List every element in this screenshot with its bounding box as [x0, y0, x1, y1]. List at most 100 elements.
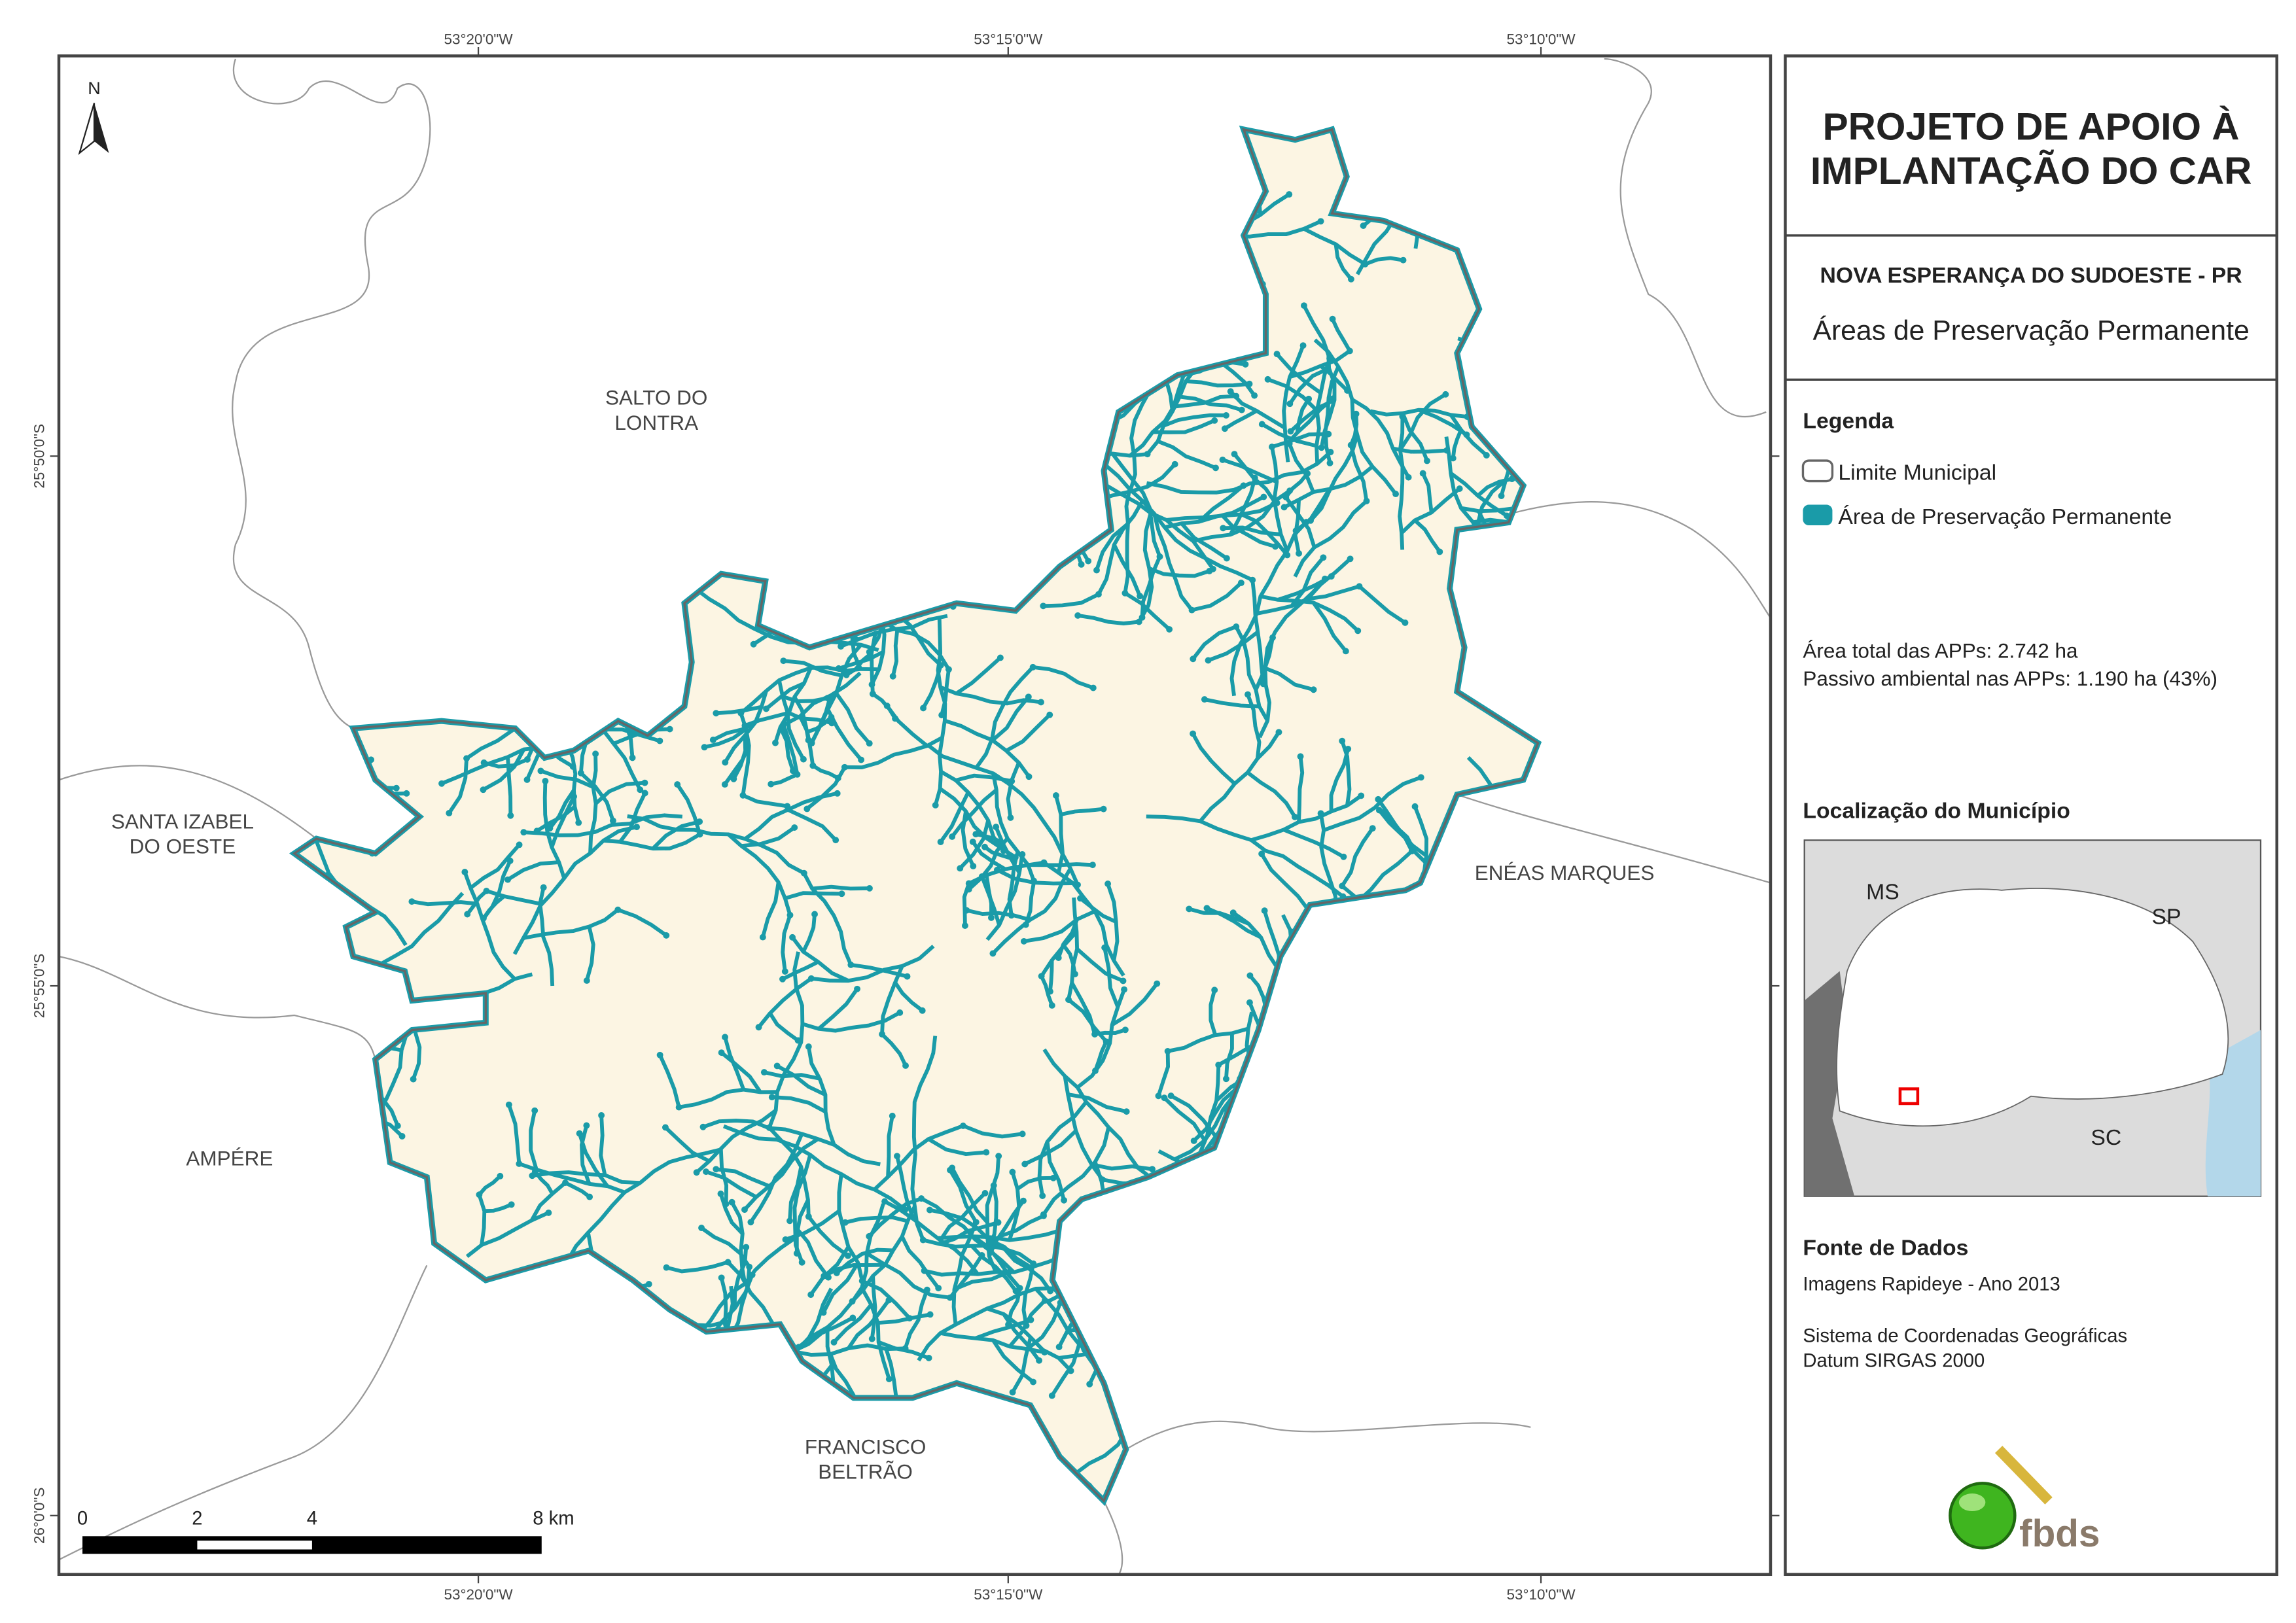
stream	[1392, 446, 1447, 454]
stream	[739, 712, 751, 796]
stream-head	[641, 779, 648, 786]
stream	[778, 726, 795, 772]
stream-head	[885, 1376, 892, 1383]
stream	[776, 1064, 826, 1097]
scale-label: 0	[77, 1508, 88, 1529]
stream-head	[811, 911, 818, 918]
stream-head	[1329, 315, 1336, 323]
stream	[1123, 489, 1132, 594]
stream	[1050, 1344, 1082, 1397]
stream-head	[1039, 1193, 1046, 1199]
lon-label: 53°15'0"W	[974, 31, 1043, 47]
stream	[465, 1211, 550, 1258]
stream	[1156, 1051, 1171, 1097]
stream-head	[854, 985, 860, 992]
stream-head	[1260, 493, 1267, 500]
stream-head	[834, 775, 841, 782]
stream-head	[841, 763, 848, 771]
stream-head	[463, 755, 470, 762]
stream-head	[693, 1169, 700, 1176]
stream	[1323, 366, 1341, 464]
stream-head	[1120, 977, 1127, 985]
neighbor-label: SALTO DO	[605, 386, 707, 410]
scale-label: 8 km	[533, 1508, 574, 1529]
stream-head	[937, 839, 944, 846]
stream-head	[1038, 699, 1044, 706]
stream	[807, 716, 833, 734]
stream-head	[935, 1285, 942, 1292]
stream-head	[546, 825, 554, 832]
stream	[1224, 409, 1258, 430]
stream	[743, 1137, 819, 1212]
stream-head	[583, 977, 590, 984]
legend-swatch	[1801, 459, 1834, 483]
stream-head	[997, 654, 1004, 661]
stream-head	[703, 1168, 709, 1176]
stream-head	[1347, 275, 1354, 283]
stream	[974, 665, 1034, 769]
stream	[1323, 775, 1422, 832]
stream	[702, 1119, 881, 1166]
stream	[806, 1046, 836, 1145]
scale-bar: 0 2 4 8 km	[77, 1508, 574, 1554]
stream-head	[1300, 302, 1307, 309]
stream	[465, 889, 488, 916]
stream	[1023, 1129, 1078, 1166]
stream	[1209, 989, 1218, 1036]
stream	[1048, 960, 1054, 992]
stream-head	[978, 1251, 985, 1259]
stream	[757, 977, 813, 1029]
stream-head	[961, 922, 968, 929]
stream-head	[760, 1069, 768, 1076]
stream	[478, 1174, 502, 1196]
stream	[903, 1289, 929, 1350]
stream	[1261, 422, 1317, 448]
stream-head	[1020, 1197, 1027, 1204]
stream	[1112, 544, 1142, 597]
stream-head	[1320, 554, 1327, 561]
stream	[1057, 1465, 1184, 1501]
stream-head	[576, 1130, 583, 1137]
stream	[1221, 514, 1276, 549]
stream	[1077, 613, 1140, 625]
stream-head	[807, 1291, 815, 1299]
stream	[695, 1108, 777, 1174]
lon-label: 53°10'0"W	[1507, 31, 1576, 47]
stream	[798, 715, 815, 766]
theme: Áreas de Preservação Permanente	[1812, 315, 2249, 347]
stream-head	[743, 1244, 750, 1251]
stream-head	[993, 824, 1000, 831]
stat: Passivo ambiental nas APPs: 1.190 ha (43…	[1803, 667, 2217, 690]
stream-head	[394, 1123, 401, 1129]
stream-head	[1268, 444, 1275, 451]
stream	[1246, 771, 1297, 818]
stream-head	[919, 1007, 926, 1014]
stream	[771, 1095, 827, 1114]
stream-head	[1358, 792, 1365, 799]
stream	[1166, 501, 1278, 522]
stream	[1260, 594, 1360, 633]
stream-head	[722, 1034, 728, 1041]
stream	[788, 1166, 804, 1221]
stream	[1451, 428, 1463, 459]
stream-head	[894, 1153, 900, 1160]
stream-head	[1052, 792, 1059, 799]
stream-head	[923, 1286, 930, 1293]
stream-head	[737, 710, 745, 717]
stream	[469, 843, 521, 890]
stream	[658, 1054, 681, 1108]
stream	[948, 1169, 978, 1223]
stream-head	[718, 1274, 725, 1282]
stream	[781, 914, 792, 972]
stream	[985, 1156, 1001, 1273]
stream-head	[1392, 491, 1400, 498]
stream-head	[1424, 457, 1430, 464]
lon-label: 53°10'0"W	[1507, 1586, 1576, 1603]
stream	[870, 1276, 877, 1340]
stream	[1076, 988, 1126, 1089]
stream	[1250, 794, 1362, 842]
stream	[940, 770, 1006, 852]
stream	[1293, 499, 1301, 554]
stream	[523, 908, 620, 940]
stream-head	[1340, 853, 1347, 860]
